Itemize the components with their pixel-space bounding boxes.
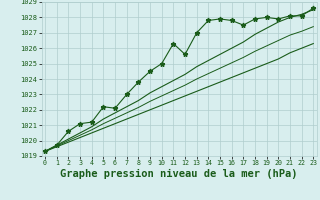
X-axis label: Graphe pression niveau de la mer (hPa): Graphe pression niveau de la mer (hPa)	[60, 169, 298, 179]
